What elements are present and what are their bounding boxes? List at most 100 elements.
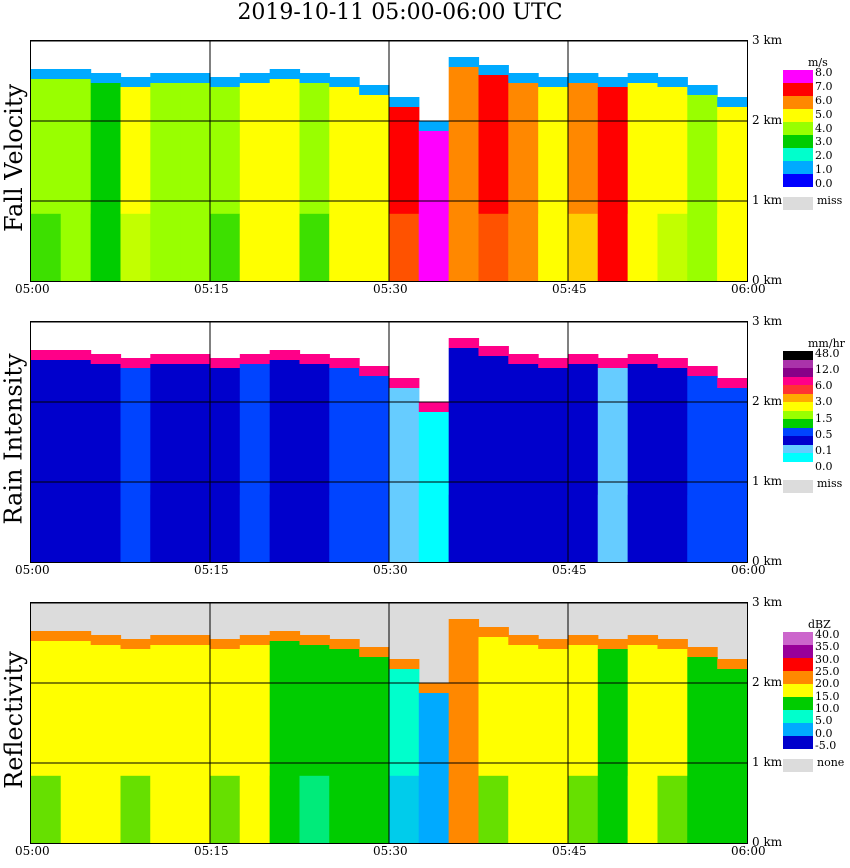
echo-column-lower — [329, 775, 360, 843]
echo-column-lower — [717, 775, 747, 843]
legend-units: m/s — [808, 56, 828, 69]
echo-top-rim — [60, 350, 92, 360]
legend-label: 0.1 — [815, 443, 833, 457]
echo-column-lower — [269, 494, 301, 562]
echo-column-lower — [210, 494, 241, 562]
height-tick-label: 0 km — [752, 554, 783, 568]
height-tick-label: 2 km — [752, 113, 783, 127]
echo-top-rim — [418, 402, 450, 412]
echo-column-lower — [508, 494, 539, 562]
echo-column-lower — [657, 775, 688, 843]
echo-top-rim — [478, 65, 509, 75]
echo-column-lower — [597, 775, 629, 843]
echo-top-rim — [687, 366, 718, 376]
echo-column-lower — [60, 494, 92, 562]
legend-swatch — [783, 393, 813, 402]
echo-top-rim — [538, 77, 569, 87]
echo-top-rim — [359, 366, 390, 376]
echo-top-rim — [60, 69, 92, 79]
echo-top-rim — [239, 354, 271, 364]
echo-column-lower — [418, 213, 450, 281]
legend-label: 8.0 — [815, 66, 833, 79]
legend-label: 6.0 — [815, 379, 833, 393]
echo-top-rim — [389, 659, 420, 669]
legend-swatch — [783, 723, 813, 736]
echo-column-lower — [627, 494, 659, 562]
echo-column-lower — [687, 213, 718, 281]
echo-column-lower — [210, 775, 241, 843]
echo-column-lower — [657, 494, 688, 562]
height-tick-label: 2 km — [752, 394, 783, 408]
echo-column-lower — [180, 213, 211, 281]
echo-column-lower — [31, 775, 62, 843]
time-tick-label: 06:00 — [731, 282, 766, 296]
echo-column-lower — [329, 494, 360, 562]
time-tick-label: 06:00 — [731, 563, 766, 577]
echo-top-rim — [359, 85, 390, 95]
echo-column-lower — [90, 213, 122, 281]
legend-swatch — [783, 436, 813, 445]
time-tick-label: 05:15 — [194, 282, 229, 296]
echo-column-lower — [329, 213, 360, 281]
legend-label: 35.0 — [815, 640, 840, 654]
echo-top-rim — [269, 69, 301, 79]
echo-column-lower — [180, 775, 211, 843]
legend-swatch — [783, 671, 813, 684]
echo-top-rim — [90, 354, 122, 364]
legend-label: 1.0 — [815, 163, 833, 177]
time-tick-label: 05:15 — [194, 844, 229, 858]
legend-missing-swatch — [783, 480, 813, 493]
time-tick-label: 05:30 — [373, 282, 408, 296]
echo-column-lower — [359, 213, 390, 281]
echo-top-rim — [31, 350, 62, 360]
legend-swatch — [783, 122, 813, 135]
echo-top-rim — [239, 73, 271, 83]
echo-top-rim — [717, 97, 747, 107]
height-tick-label: 3 km — [752, 33, 783, 47]
echo-column-lower — [120, 213, 151, 281]
time-tick-label: 05:00 — [15, 563, 50, 577]
legend-swatch — [783, 645, 813, 658]
echo-column-lower — [627, 775, 659, 843]
echo-column-lower — [478, 213, 509, 281]
legend-label: 20.0 — [815, 677, 840, 691]
echo-column-lower — [180, 494, 211, 562]
echo-top-rim — [150, 635, 181, 645]
echo-top-rim — [210, 358, 241, 368]
time-tick-label: 05:45 — [552, 282, 587, 296]
echo-column-lower — [687, 775, 718, 843]
echo-top-rim — [418, 121, 450, 131]
echo-top-rim — [538, 358, 569, 368]
legend-label: 3.0 — [815, 395, 833, 409]
y-axis-label: Reflectivity — [0, 651, 28, 789]
legend-swatch — [783, 402, 813, 411]
legend-swatch — [783, 632, 813, 645]
legend-swatch — [783, 96, 813, 109]
time-tick-label: 05:00 — [15, 282, 50, 296]
echo-column-lower — [389, 494, 420, 562]
legend-swatch — [783, 135, 813, 148]
echo-column-lower — [60, 213, 92, 281]
legend-units: dBZ — [808, 618, 831, 631]
echo-column-lower — [31, 494, 62, 562]
legend-missing-swatch — [783, 197, 813, 210]
echo-top-rim — [657, 77, 688, 87]
echo-column-lower — [239, 775, 271, 843]
reflectivity-panel: Reflectivity 3 km 2 km 1 km 0 km 05:00 05:15 0… — [0, 582, 850, 860]
echo-top-rim — [299, 635, 330, 645]
rain-intensity-panel: Rain Intensity 3 km 2 km 1 km 0 km 05:00 05:1… — [0, 301, 850, 579]
legend-swatch — [783, 376, 813, 385]
echo-top-rim — [568, 73, 599, 83]
legend-label: 7.0 — [815, 79, 833, 93]
echo-column-lower — [448, 213, 480, 281]
height-tick-label: 1 km — [752, 755, 783, 769]
echo-top-rim — [329, 639, 360, 649]
height-tick-label: 3 km — [752, 314, 783, 328]
time-tick-label: 05:45 — [552, 563, 587, 577]
legend-swatch — [783, 658, 813, 671]
rain-intensity-plot — [30, 321, 748, 563]
echo-column-lower — [90, 775, 122, 843]
echo-top-rim — [210, 77, 241, 87]
echo-column-lower — [269, 213, 301, 281]
echo-column-lower — [478, 775, 509, 843]
